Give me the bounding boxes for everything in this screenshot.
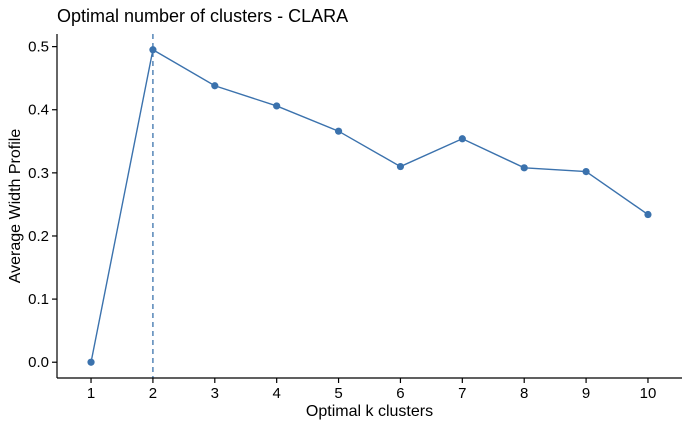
data-point [87, 358, 95, 366]
x-tick-label: 8 [520, 385, 528, 402]
y-tick-label: 0.1 [28, 291, 49, 308]
y-axis-title: Average Width Profile [7, 129, 24, 284]
data-point [520, 164, 528, 172]
data-point [211, 82, 219, 90]
x-tick-label: 9 [582, 385, 590, 402]
y-tick-label: 0.5 [28, 39, 49, 56]
x-tick-label: 2 [149, 385, 157, 402]
data-point [149, 46, 157, 54]
data-point [644, 210, 652, 219]
x-tick-label: 6 [396, 385, 404, 402]
data-point [396, 162, 405, 171]
data-point [458, 135, 466, 143]
series-line [90, 48, 649, 363]
y-tick-label: 0.2 [28, 228, 49, 245]
data-point [273, 102, 281, 110]
x-axis-title: Optimal k clusters [306, 403, 433, 420]
x-tick-label: 5 [334, 385, 342, 402]
data-point [334, 127, 343, 135]
x-tick-label: 7 [458, 385, 466, 402]
data-point [582, 168, 590, 176]
y-tick-label: 0.0 [28, 354, 49, 371]
x-tick-label: 4 [273, 385, 281, 402]
x-tick-label: 3 [211, 385, 219, 402]
chart-title: Optimal number of clusters - CLARA [57, 6, 348, 26]
y-tick-label: 0.3 [28, 165, 49, 182]
x-tick-label: 10 [640, 385, 657, 402]
y-tick-label: 0.4 [28, 102, 49, 119]
x-axis-ticks: 1 2 3 4 5 6 7 8 9 10 [87, 378, 656, 402]
x-tick-label: 1 [87, 385, 95, 402]
y-axis-ticks: 0.0 0.1 0.2 0.3 0.4 0.5 [28, 39, 57, 371]
plot-area [87, 34, 652, 378]
